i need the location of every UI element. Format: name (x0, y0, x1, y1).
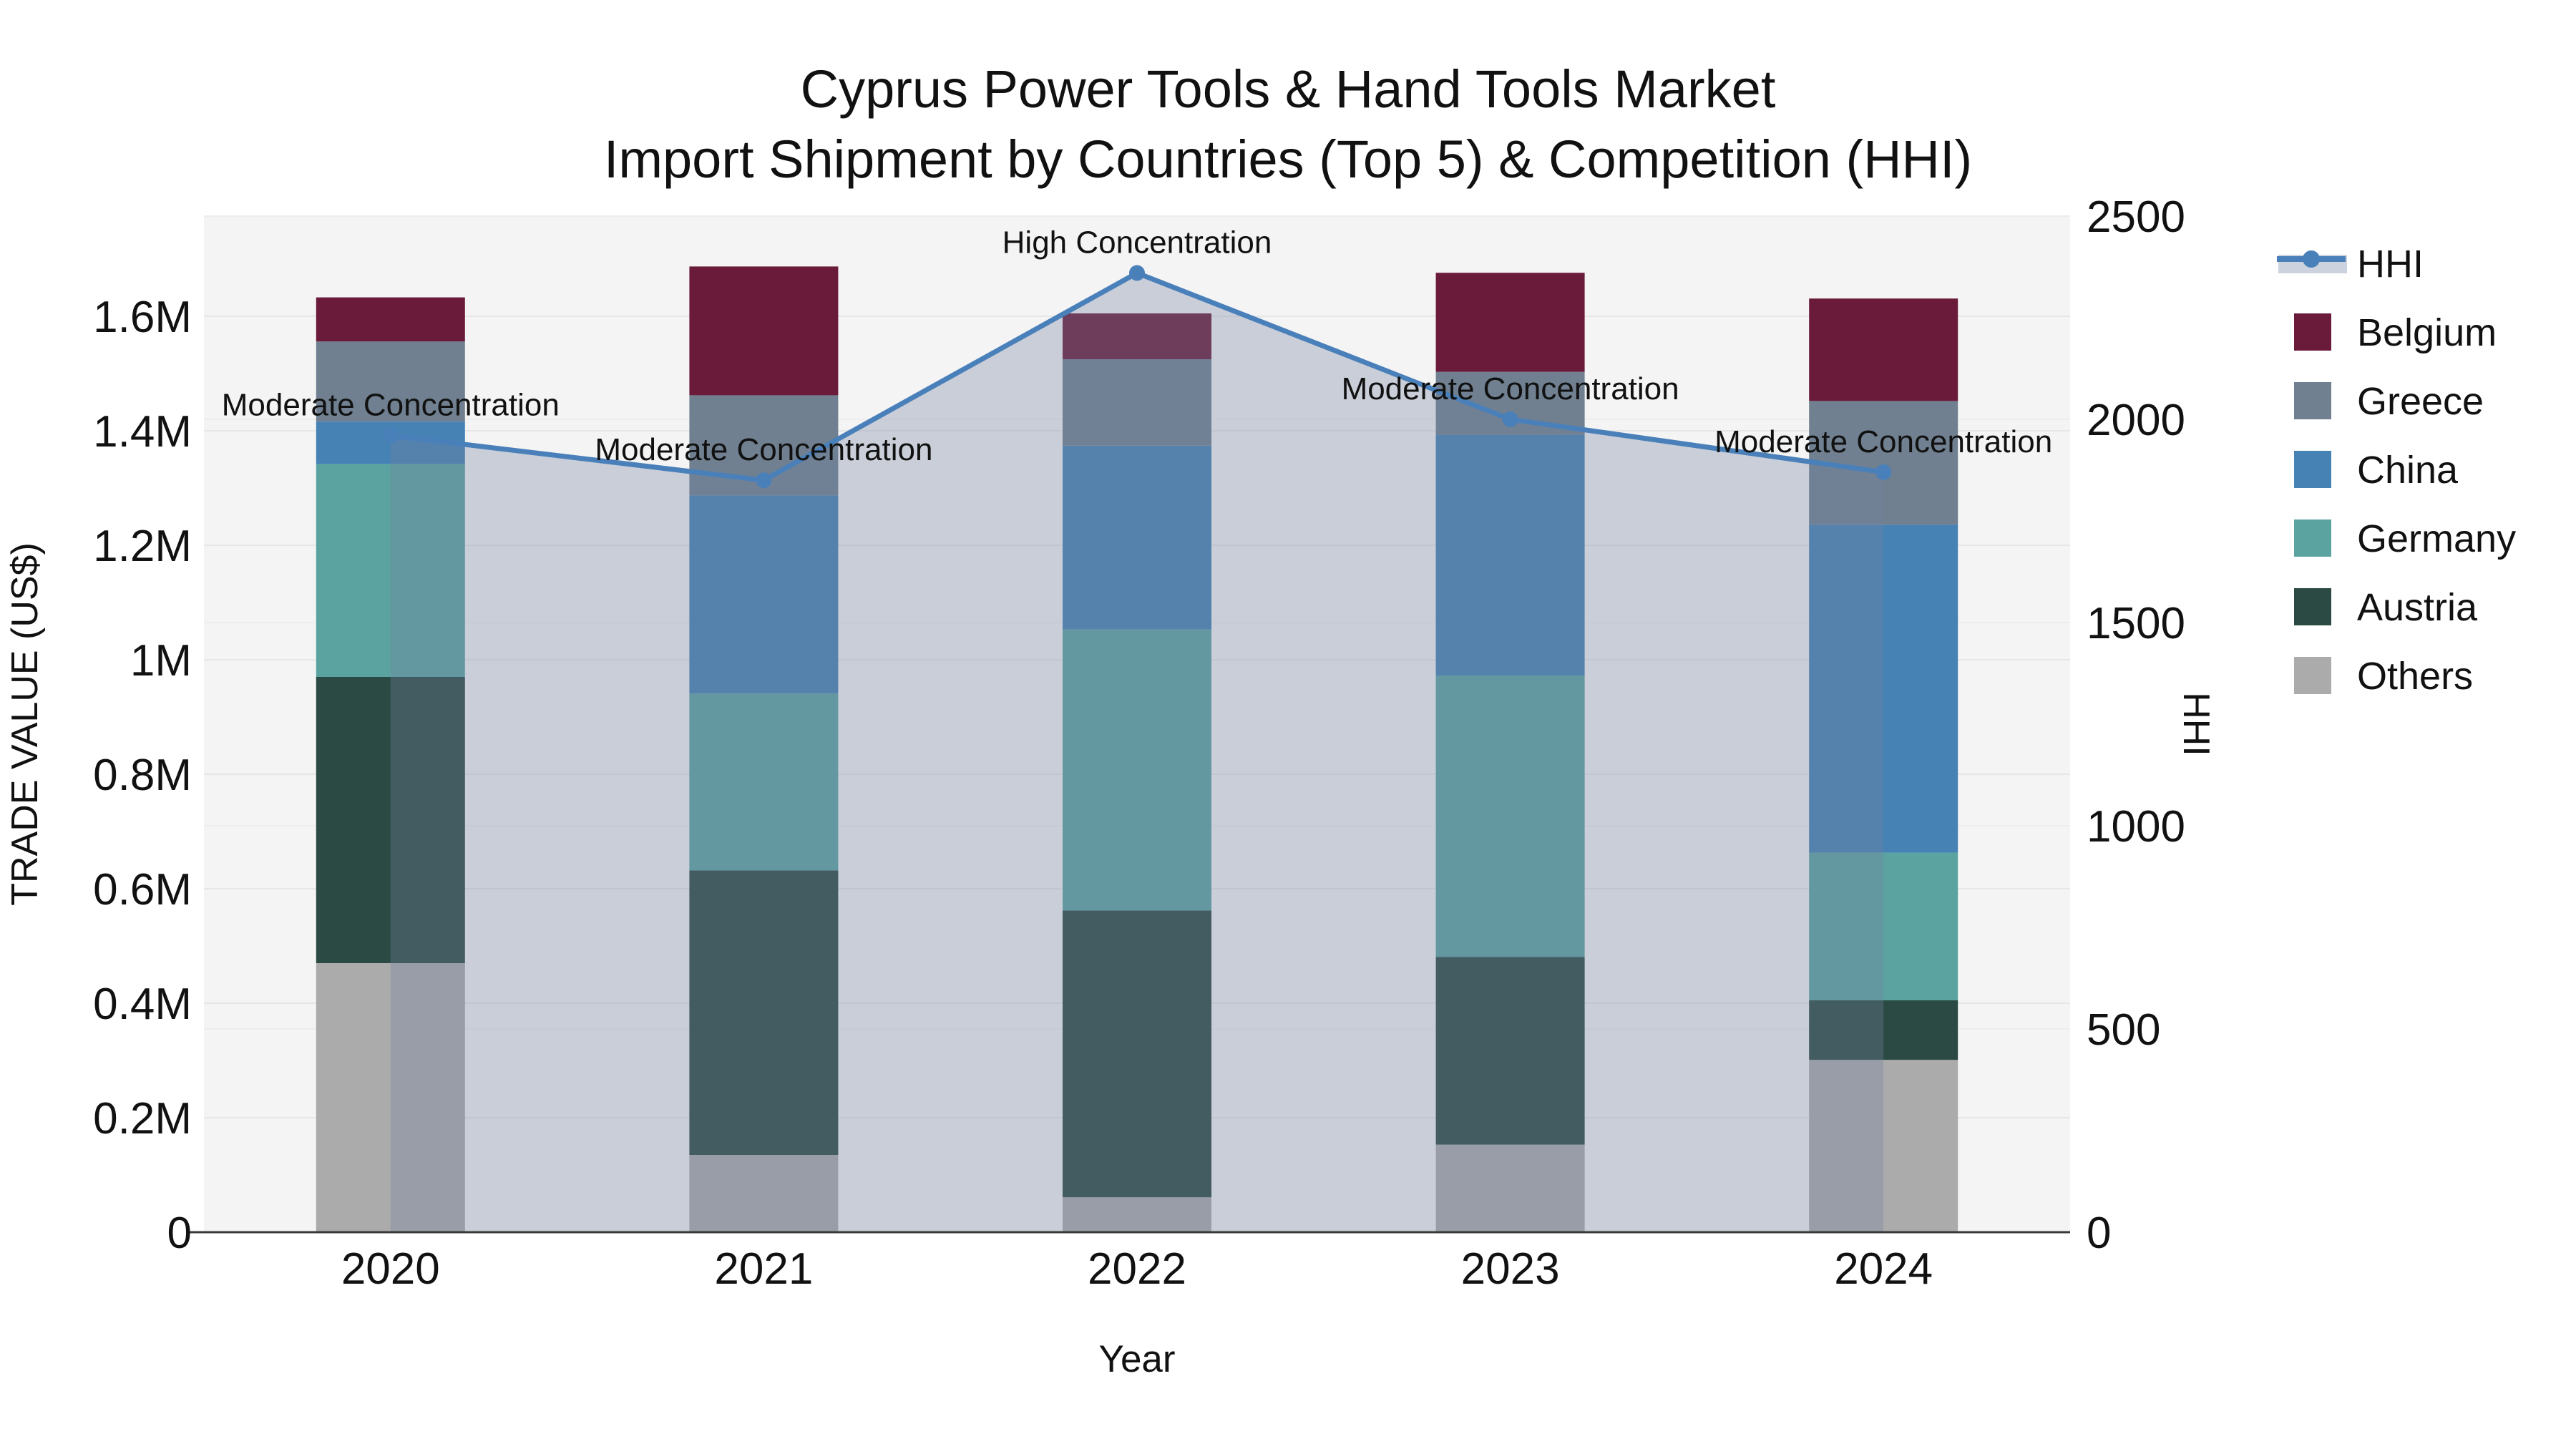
bar-segment-2022-austria[interactable] (1063, 910, 1211, 1198)
legend-swatch-austria (2294, 588, 2331, 625)
y-left-tick-label: 1M (130, 636, 192, 686)
bar-segment-2021-austria[interactable] (689, 870, 839, 1155)
x-tick-label-2021: 2021 (714, 1244, 813, 1294)
bar-segment-2020-belgium[interactable] (316, 297, 465, 342)
y-left-axis-title: TRADE VALUE (US$) (4, 542, 46, 906)
y-left-tick-label: 0.4M (93, 980, 192, 1029)
bar-segment-2021-others[interactable] (689, 1155, 839, 1232)
x-axis-title: Year (1098, 1338, 1175, 1380)
legend-label-austria: Austria (2357, 586, 2478, 629)
y-left-tick-label: 0.6M (93, 865, 192, 914)
y-left-tick-label: 0.8M (93, 751, 192, 800)
legend-hhi-marker (2303, 250, 2320, 268)
legend-label-others: Others (2357, 655, 2473, 698)
chart-title-line2: Import Shipment by Countries (Top 5) & C… (604, 130, 1972, 189)
legend-item-hhi[interactable]: HHI (2277, 243, 2424, 286)
y-right-tick-label: 1500 (2087, 599, 2185, 648)
bar-segment-2022-germany[interactable] (1063, 629, 1211, 911)
annotations-layer: Moderate Concentration Moderate Concentra… (222, 225, 2052, 468)
bar-segment-2024-austria[interactable] (1809, 1000, 1958, 1060)
legend-item-belgium[interactable]: Belgium (2294, 311, 2497, 354)
legend-label-china: China (2357, 449, 2459, 492)
y-right-tick-label: 2000 (2087, 396, 2185, 445)
y-left-tick-label: 1.6M (93, 293, 192, 342)
legend-swatch-china (2294, 451, 2331, 488)
bar-segment-2023-belgium[interactable] (1435, 273, 1585, 372)
annotation-2021: Moderate Concentration (595, 432, 932, 467)
bar-segment-2021-germany[interactable] (689, 693, 839, 871)
bar-segment-2023-others[interactable] (1435, 1144, 1585, 1232)
y-right-tick-label: 500 (2087, 1005, 2160, 1055)
y-left-tick-label: 0.2M (93, 1094, 192, 1143)
bar-segment-2020-others[interactable] (316, 963, 465, 1232)
x-tick-label-2022: 2022 (1088, 1244, 1186, 1294)
hhi-point-2024[interactable] (1875, 464, 1892, 480)
legend: HHI Belgium Greece China Germany Austria Other… (2277, 243, 2516, 698)
axes-layer: 0 0.2M 0.4M 0.6M 0.8M 1M 1.2M 1.4M 1.6M 0 500 1000 1… (93, 192, 2185, 1294)
legend-label-germany: Germany (2357, 517, 2516, 560)
legend-label-hhi: HHI (2357, 243, 2424, 286)
bar-segment-2022-belgium[interactable] (1063, 313, 1211, 359)
bar-segment-2023-austria[interactable] (1435, 957, 1585, 1145)
y-right-tick-label: 0 (2087, 1209, 2111, 1258)
legend-swatch-belgium (2294, 313, 2331, 351)
x-tick-label-2024: 2024 (1834, 1244, 1933, 1294)
hhi-area-layer (390, 273, 1884, 1232)
annotation-2022: High Concentration (1002, 225, 1272, 260)
hhi-point-2021[interactable] (756, 472, 772, 489)
legend-swatch-others (2294, 657, 2331, 694)
bar-segment-2020-germany[interactable] (316, 464, 465, 677)
chart-title-line1: Cyprus Power Tools & Hand Tools Market (801, 59, 1776, 119)
y-right-axis-title: HHI (2175, 692, 2217, 756)
legend-item-austria[interactable]: Austria (2294, 586, 2478, 629)
bar-segment-2022-others[interactable] (1063, 1197, 1211, 1232)
hhi-line-layer (382, 265, 1892, 489)
legend-item-greece[interactable]: Greece (2294, 380, 2484, 423)
legend-label-greece: Greece (2357, 380, 2484, 423)
legend-item-china[interactable]: China (2294, 449, 2459, 492)
hhi-point-2023[interactable] (1502, 411, 1518, 427)
annotation-2023: Moderate Concentration (1342, 371, 1679, 406)
legend-item-others[interactable]: Others (2294, 655, 2473, 698)
legend-label-belgium: Belgium (2357, 311, 2497, 354)
hhi-point-2020[interactable] (382, 427, 399, 444)
annotation-2020: Moderate Concentration (222, 388, 560, 423)
bar-segment-2024-belgium[interactable] (1809, 298, 1958, 401)
x-tick-label-2023: 2023 (1461, 1244, 1560, 1294)
bar-segment-2024-china[interactable] (1809, 525, 1958, 853)
bar-segment-2023-germany[interactable] (1435, 675, 1585, 957)
bars-layer (316, 266, 1958, 1232)
bar-segment-2021-belgium[interactable] (689, 266, 839, 396)
bar-segment-2023-china[interactable] (1435, 434, 1585, 676)
bar-segment-2024-germany[interactable] (1809, 852, 1958, 1000)
y-left-tick-label: 1.2M (93, 522, 192, 571)
hhi-area (390, 273, 1884, 1232)
y-left-tick-label: 1.4M (93, 407, 192, 457)
y-right-tick-label: 2500 (2087, 192, 2185, 242)
legend-swatch-germany (2294, 519, 2331, 557)
y-left-tick-label: 0 (167, 1209, 192, 1258)
x-tick-label-2020: 2020 (341, 1244, 440, 1294)
bar-segment-2022-china[interactable] (1063, 445, 1211, 630)
legend-swatch-greece (2294, 382, 2331, 419)
annotation-2024: Moderate Concentration (1714, 424, 2052, 459)
bar-segment-2020-greece[interactable] (316, 341, 465, 422)
y-right-tick-label: 1000 (2087, 802, 2185, 852)
bar-segment-2021-china[interactable] (689, 495, 839, 694)
bar-segment-2020-austria[interactable] (316, 677, 465, 963)
legend-item-germany[interactable]: Germany (2294, 517, 2516, 560)
hhi-point-2022[interactable] (1129, 265, 1145, 281)
bar-segment-2022-greece[interactable] (1063, 359, 1211, 446)
bar-segment-2024-others[interactable] (1809, 1060, 1958, 1232)
